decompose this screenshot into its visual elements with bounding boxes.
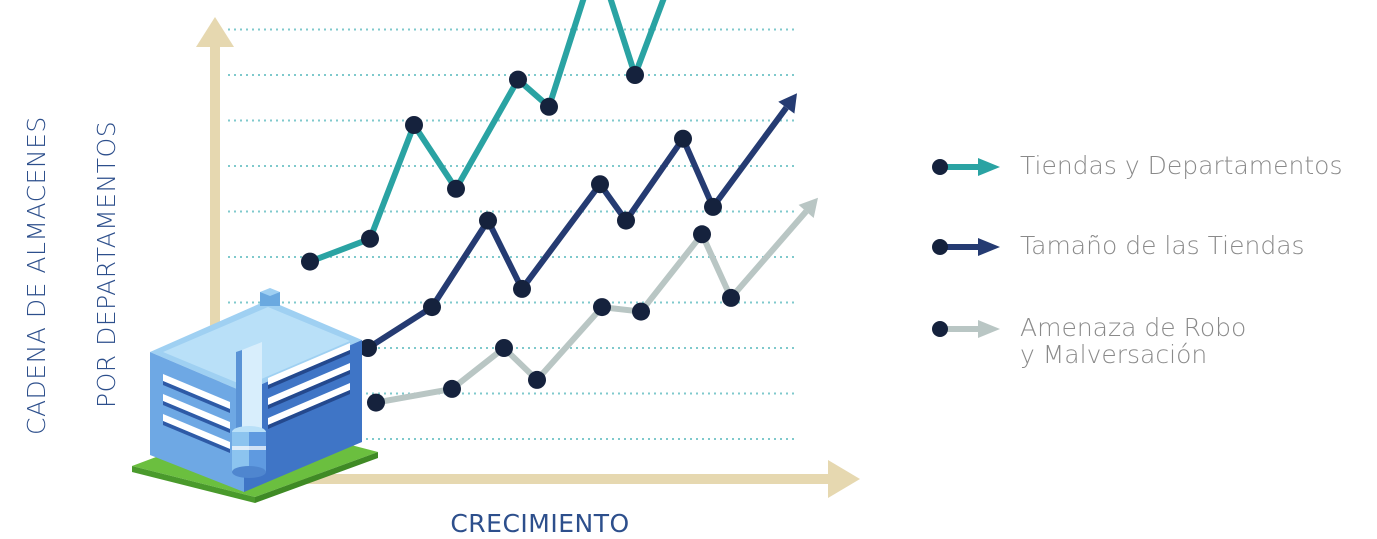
- series-1-point-3: [513, 279, 531, 298]
- series-2-point-1: [443, 379, 461, 398]
- series-2-point-4: [593, 298, 611, 317]
- series-layer: [301, 0, 818, 412]
- series-2-point-0: [367, 393, 385, 412]
- series-arrow-2: [798, 197, 818, 218]
- series-2-point-5: [632, 302, 650, 321]
- legend-marker-tiendas: [932, 158, 1000, 176]
- series-1-point-0: [359, 339, 377, 357]
- series-0: [301, 0, 667, 271]
- series-1: [359, 93, 797, 357]
- legend-marker-amenaza: [932, 320, 1000, 338]
- series-1-point-1: [423, 298, 441, 317]
- legend-item-tiendas: Tiendas y Departamentos: [930, 152, 1343, 182]
- series-0-point-4: [509, 70, 527, 89]
- legend-item-tamano: Tamaño de las Tiendas: [930, 232, 1305, 262]
- legend-marker-tamano: [932, 238, 1000, 256]
- x-axis-arrow-icon: [828, 460, 860, 498]
- legend-label-tamano: Tamaño de las Tiendas: [1020, 231, 1305, 260]
- legend-label-tiendas: Tiendas y Departamentos: [1020, 151, 1343, 180]
- series-1-point-6: [674, 129, 692, 148]
- building-icon: [132, 288, 378, 503]
- series-0-point-0: [301, 252, 319, 271]
- legend-label-amenaza-line2: y Malversación: [1020, 340, 1208, 369]
- series-2-point-2: [495, 339, 513, 357]
- series-0-point-7: [626, 66, 644, 84]
- series-1-point-7: [704, 197, 722, 216]
- series-0-point-3: [447, 179, 465, 198]
- series-line-0: [308, 0, 667, 265]
- series-2-point-6: [693, 225, 711, 244]
- series-2-point-7: [722, 288, 740, 307]
- y-axis-label-line1: CADENA DE ALMACENES: [22, 116, 51, 435]
- legend-item-amenaza: Amenaza de Robo y Malversación: [930, 314, 1246, 368]
- series-0-point-1: [361, 229, 379, 248]
- series-2-point-3: [528, 370, 546, 389]
- series-2: [367, 197, 818, 412]
- x-axis-label: CRECIMIENTO: [450, 509, 629, 538]
- series-arrow-1: [778, 93, 797, 114]
- x-axis: [210, 460, 860, 498]
- series-1-point-2: [479, 211, 497, 230]
- series-0-point-2: [405, 116, 423, 134]
- series-0-point-5: [540, 97, 558, 116]
- legend-label-amenaza-line1: Amenaza de Robo: [1020, 313, 1247, 342]
- y-axis: [196, 17, 234, 480]
- y-axis-label-line2: POR DEPARTAMENTOS: [92, 121, 121, 408]
- series-1-point-4: [591, 175, 609, 194]
- y-axis-arrow-icon: [196, 17, 234, 47]
- series-1-point-5: [617, 211, 635, 230]
- legend-label-amenaza: Amenaza de Robo y Malversación: [1020, 314, 1246, 368]
